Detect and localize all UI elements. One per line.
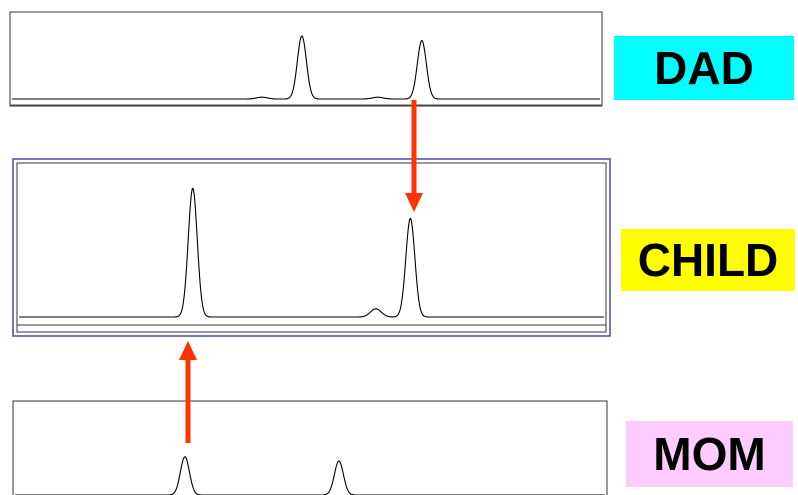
mom-to-child-arrowhead	[179, 341, 197, 360]
dad-label: DAD	[614, 36, 794, 100]
mom-to-child-arrow	[179, 341, 197, 443]
child-panel-inner-frame	[16, 162, 607, 333]
child-electropherogram-panel	[12, 158, 611, 337]
dad-electropherogram-panel	[9, 11, 603, 107]
mom-panel-frame	[12, 400, 608, 495]
mom-label: MOM	[626, 421, 793, 487]
child-panel-outer-frame	[12, 158, 611, 337]
child-trace-line	[19, 187, 604, 318]
dad-trace-line	[12, 35, 600, 100]
dad-to-child-arrow	[405, 100, 423, 212]
dad-to-child-arrowhead	[405, 193, 423, 212]
mom-electropherogram-panel	[12, 400, 608, 495]
child-label: CHILD	[621, 229, 795, 291]
